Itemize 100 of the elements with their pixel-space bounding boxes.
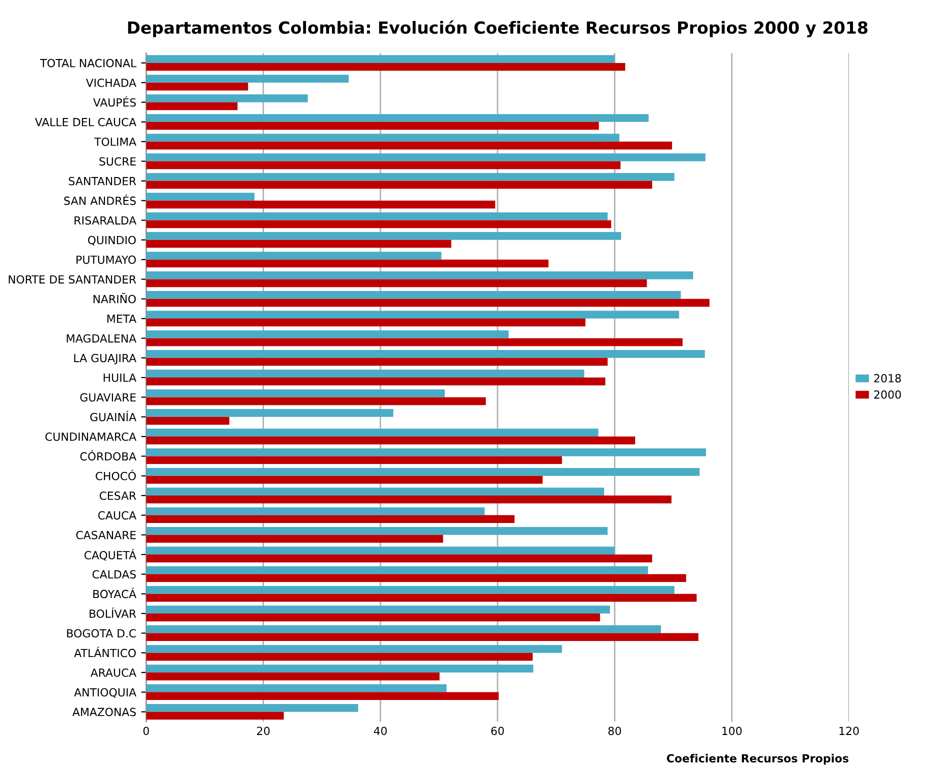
bar: [146, 260, 548, 268]
bar: [146, 574, 686, 582]
bar: [146, 62, 626, 71]
legend-label: 2018: [874, 374, 901, 382]
y-tick-label: RISARALDA: [74, 216, 136, 225]
bar: [146, 409, 394, 417]
bar: [146, 397, 486, 406]
bar: [146, 200, 496, 208]
bar: [146, 82, 248, 90]
chart-title: Departamentos Colombia: Evolución Coeficiente Recursos Propios 2000 y 2018: [128, 20, 868, 38]
bar: [146, 526, 608, 535]
bar: [146, 240, 452, 248]
bar: [146, 652, 533, 661]
bar: [146, 232, 622, 240]
bar: [146, 554, 652, 562]
y-tick-label: NARIÑO: [94, 292, 136, 304]
bar: [146, 644, 562, 653]
bar: [146, 586, 674, 594]
x-tick-label: 60: [491, 726, 504, 736]
bar: [146, 161, 621, 170]
y-tick-label: HUILA: [104, 374, 136, 382]
y-tick-label: AMAZONAS: [72, 708, 136, 716]
bar: [146, 606, 610, 614]
bar: [146, 614, 600, 622]
y-tick-label: VICHADA: [86, 78, 136, 87]
bar: [146, 122, 599, 130]
bar: [146, 74, 349, 83]
y-tick-label: GUAINÍA: [90, 410, 136, 422]
bar: [146, 94, 308, 102]
bar: [146, 55, 615, 63]
y-tick-label: PUTUMAYO: [76, 256, 136, 264]
y-tick-label: QUINDIO: [88, 236, 136, 246]
y-tick-label: VAUPÉS: [93, 96, 136, 107]
y-tick-label: CESAR: [100, 491, 136, 500]
y-tick-label: CÓRDOBA: [80, 450, 136, 461]
y-tick-label: MAGDALENA: [66, 334, 136, 343]
bar: [146, 252, 442, 260]
y-tick-label: META: [107, 314, 136, 323]
bar: [146, 173, 674, 181]
bar: [146, 350, 705, 358]
bar: [146, 370, 584, 378]
bar: [146, 436, 636, 444]
bar: [146, 338, 683, 346]
y-tick-label: BOGOTA D.C: [67, 629, 136, 638]
bar: [146, 153, 706, 162]
bar: [146, 271, 694, 280]
x-tick-label: 0: [143, 726, 149, 736]
bar: [146, 114, 649, 122]
bar: [146, 428, 598, 437]
y-tick-label: TOTAL NACIONAL: [40, 58, 136, 68]
y-tick-label: CHOCÓ: [96, 470, 136, 480]
x-tick-label: 80: [608, 726, 622, 736]
bar: [146, 712, 284, 720]
bar: [146, 279, 647, 288]
y-tick-label: CUNDINAMARCA: [45, 432, 136, 441]
y-tick-label: BOYACÁ: [93, 588, 136, 598]
y-tick-label: GUAVIARE: [80, 393, 136, 402]
y-tick-label: TOLIMA: [94, 138, 136, 146]
x-tick-label: 120: [840, 726, 859, 736]
bar: [146, 468, 700, 476]
bar: [146, 180, 652, 189]
bar: [146, 456, 562, 464]
bar: [146, 515, 515, 524]
y-tick-label: NORTE DE SANTANDER: [8, 275, 136, 284]
bar: [146, 507, 485, 516]
y-tick-label: SUCRE: [99, 157, 136, 166]
bar: [146, 448, 706, 456]
bar: [146, 102, 238, 110]
bar: [146, 220, 612, 228]
y-tick-label: LA GUAJIRA: [74, 354, 136, 364]
y-tick-label: CALDAS: [92, 570, 136, 579]
bar: [146, 142, 672, 150]
bar: [146, 625, 661, 634]
bar: [146, 704, 358, 712]
x-tick-label: 20: [257, 726, 270, 736]
bar: [146, 330, 509, 338]
y-tick-label: ATLÁNTICO: [74, 646, 136, 658]
bar: [146, 298, 710, 307]
y-tick-label: ANTIOQUIA: [74, 688, 136, 698]
bar: [146, 310, 680, 319]
bar: [146, 496, 672, 504]
bar: [146, 416, 230, 425]
bar: [146, 378, 606, 386]
bar: [146, 672, 440, 680]
y-tick-label: CAUCA: [98, 511, 136, 520]
bar: [146, 546, 615, 555]
y-tick-label: VALLE DEL CAUCA: [34, 118, 136, 126]
y-tick-label: ARAUCA: [90, 668, 136, 677]
bar: [146, 692, 499, 700]
legend-label: 2000: [874, 390, 901, 399]
y-tick-label: SAN ANDRÉS: [64, 194, 136, 205]
bar: [146, 684, 447, 692]
bar: [146, 488, 604, 496]
bar: [146, 664, 534, 672]
bar: [146, 358, 608, 366]
bar: [146, 594, 697, 602]
bar: [146, 318, 586, 326]
y-tick-label: BOLÍVAR: [90, 607, 136, 618]
bar: [146, 134, 620, 142]
bar: [146, 291, 681, 299]
